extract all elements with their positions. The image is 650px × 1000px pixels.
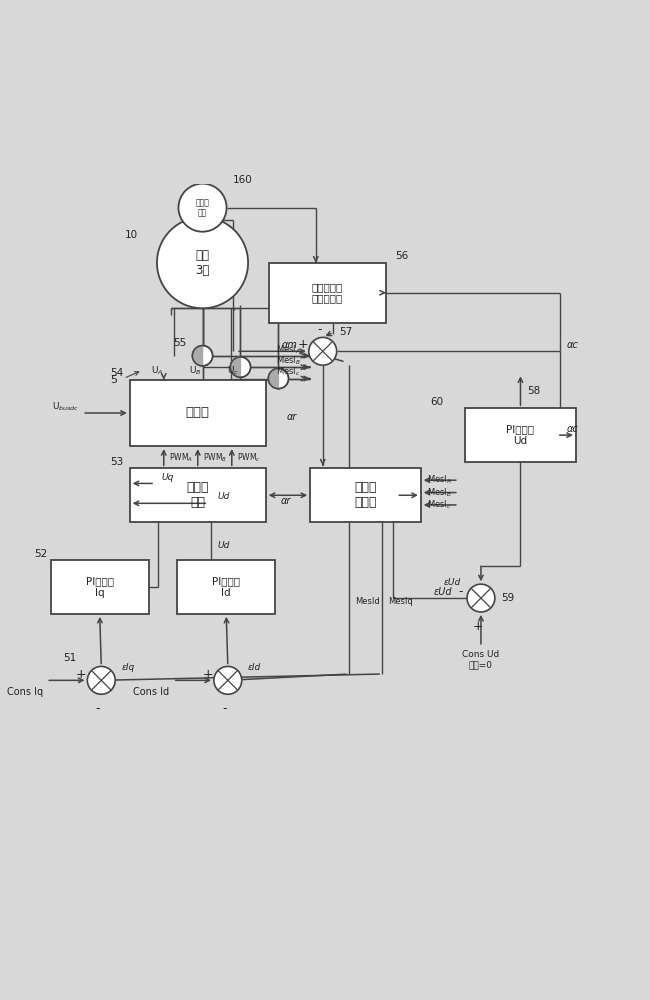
Text: 55: 55 (173, 338, 187, 348)
Circle shape (192, 346, 213, 366)
Text: +: + (297, 338, 308, 351)
Bar (177, 560, 276, 614)
Polygon shape (230, 357, 240, 377)
Text: MesI$_c$: MesI$_c$ (276, 366, 300, 378)
Circle shape (467, 584, 495, 612)
Text: +: + (75, 668, 86, 681)
Bar (130, 468, 266, 522)
Polygon shape (192, 346, 203, 366)
Text: εIq: εIq (122, 663, 135, 672)
Text: 52: 52 (34, 549, 47, 559)
Text: 59: 59 (501, 593, 514, 603)
Bar (269, 263, 386, 323)
Text: αm: αm (281, 340, 298, 350)
Text: MesI$_c$: MesI$_c$ (427, 499, 452, 511)
Text: 60: 60 (430, 397, 443, 407)
Text: 58: 58 (526, 386, 540, 396)
Text: αc: αc (566, 424, 578, 434)
Bar (310, 468, 421, 522)
Text: 56: 56 (395, 251, 409, 261)
Text: PWM$_A$: PWM$_A$ (169, 451, 193, 464)
Text: PI调节器
Id: PI调节器 Id (213, 576, 240, 598)
Text: U$_A$: U$_A$ (151, 364, 163, 377)
Text: Uq: Uq (161, 473, 174, 482)
Text: αr: αr (281, 496, 291, 506)
Text: PI调节器
Iq: PI调节器 Iq (86, 576, 114, 598)
Text: αc: αc (566, 340, 578, 350)
Text: 旋转变
压器: 旋转变 压器 (196, 198, 209, 217)
Text: 派克反
变换: 派克反 变换 (187, 481, 209, 509)
Text: +: + (473, 620, 483, 633)
Circle shape (157, 217, 248, 308)
Circle shape (214, 666, 242, 694)
Text: 功率级: 功率级 (186, 406, 210, 419)
Text: 54: 54 (110, 368, 124, 378)
Circle shape (179, 184, 227, 232)
Text: εUd: εUd (443, 578, 461, 587)
Text: 傅送并且处
理测量结果: 傅送并且处 理测量结果 (312, 282, 343, 304)
Text: Ud: Ud (218, 541, 230, 550)
Text: 5: 5 (110, 375, 117, 385)
Text: 直接派
克变换: 直接派 克变换 (354, 481, 377, 509)
Polygon shape (268, 368, 278, 389)
Bar (130, 380, 266, 446)
Text: MesI$_A$: MesI$_A$ (427, 474, 452, 486)
Text: MesId: MesId (355, 597, 380, 606)
Text: 电机
3～: 电机 3～ (196, 249, 210, 277)
Text: +: + (202, 668, 213, 681)
Text: 53: 53 (110, 457, 124, 467)
Text: αr: αr (287, 412, 298, 422)
Circle shape (87, 666, 115, 694)
Text: U$_c$: U$_c$ (227, 364, 239, 377)
Text: 51: 51 (63, 653, 76, 663)
Text: Ud: Ud (218, 492, 230, 501)
Text: PWM$_B$: PWM$_B$ (203, 451, 227, 464)
Circle shape (268, 368, 289, 389)
Text: MesI$_B$: MesI$_B$ (427, 486, 452, 499)
Circle shape (309, 337, 337, 365)
Text: Cons Ud
设置=0: Cons Ud 设置=0 (462, 650, 500, 669)
Text: PWM$_c$: PWM$_c$ (237, 451, 261, 464)
Text: MesI$_A$: MesI$_A$ (276, 343, 300, 356)
Bar (51, 560, 149, 614)
Text: MesI$_B$: MesI$_B$ (276, 355, 300, 367)
Text: -: - (458, 585, 463, 598)
Text: -: - (317, 323, 322, 336)
Text: U$_{bus dc}$: U$_{bus dc}$ (52, 400, 79, 413)
Text: -: - (222, 702, 227, 715)
Text: U$_B$: U$_B$ (188, 364, 202, 377)
Text: Cons Iq: Cons Iq (7, 687, 43, 697)
Text: 57: 57 (340, 327, 353, 337)
Bar (465, 408, 576, 462)
Text: εUd: εUd (434, 587, 452, 597)
Text: εId: εId (248, 663, 261, 672)
Text: PI调节器
Ud: PI调节器 Ud (506, 424, 534, 446)
Text: 160: 160 (233, 175, 253, 185)
Text: Cons Id: Cons Id (133, 687, 170, 697)
Circle shape (230, 357, 251, 377)
Text: -: - (96, 702, 100, 715)
Text: MesIq: MesIq (389, 597, 413, 606)
Text: 10: 10 (125, 230, 138, 240)
